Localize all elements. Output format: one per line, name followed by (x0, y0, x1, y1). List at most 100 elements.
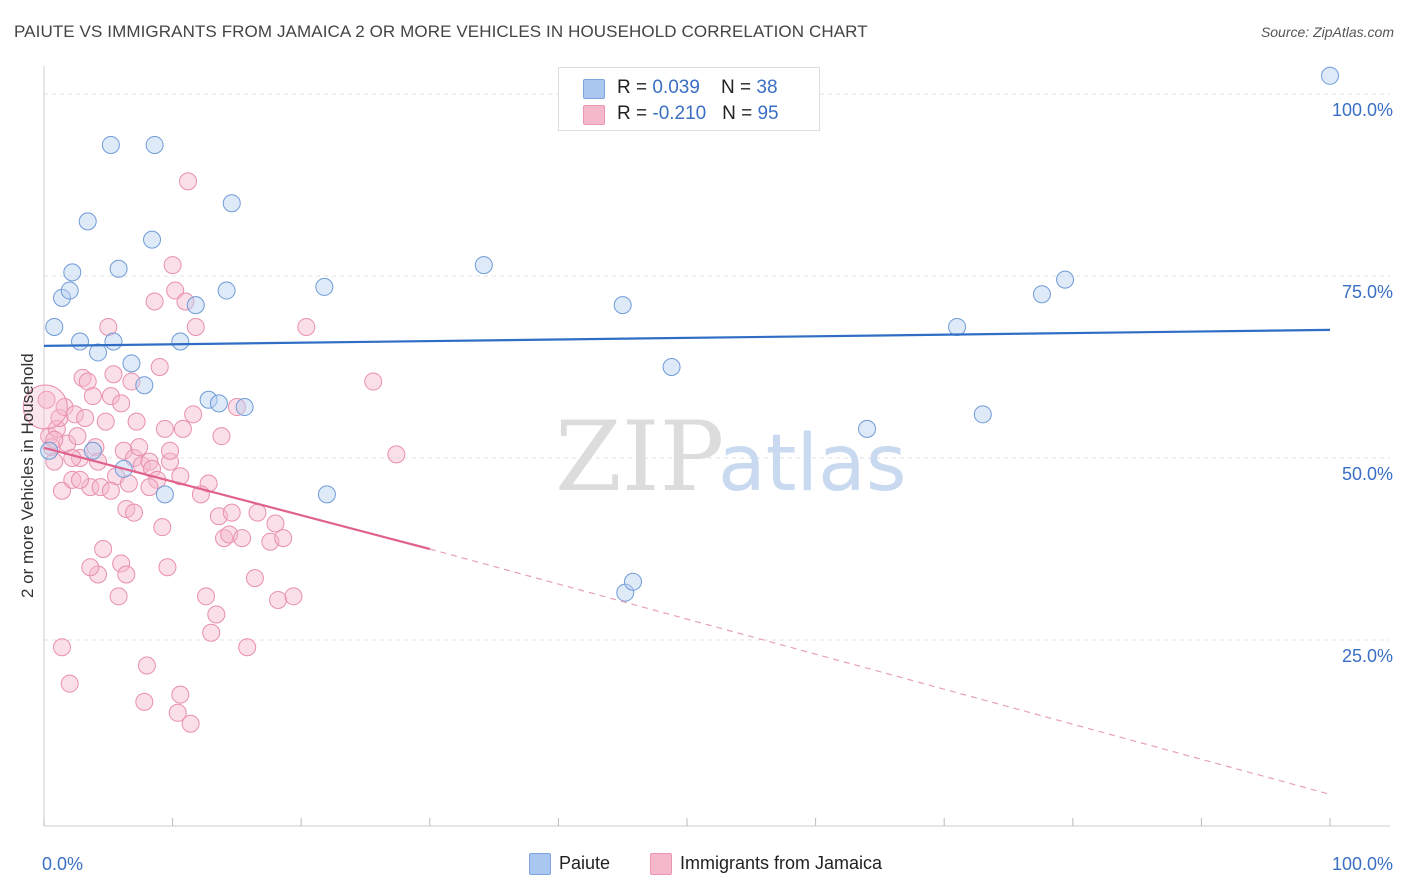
point-jamaica (284, 587, 303, 606)
point-paiute (858, 419, 877, 438)
point-jamaica (158, 558, 177, 577)
bottom-legend-swatch-paiute (529, 853, 551, 875)
point-jamaica (112, 394, 131, 413)
point-jamaica (176, 292, 195, 311)
x-tick-label: 100.0% (1332, 854, 1393, 874)
point-jamaica (173, 419, 192, 438)
point-paiute (199, 390, 218, 409)
point-paiute (155, 485, 174, 504)
point-paiute (104, 332, 123, 351)
y-tick-label: 100.0% (1332, 100, 1393, 120)
point-paiute (613, 296, 632, 315)
point-jamaica (248, 503, 267, 522)
point-jamaica (37, 390, 56, 409)
point-jamaica (109, 587, 128, 606)
point-jamaica (96, 412, 115, 431)
point-jamaica (179, 172, 198, 191)
stats-legend: R = 0.039 N = 38 R = -0.210 N = 95 (558, 67, 820, 131)
point-paiute (235, 398, 254, 417)
point-paiute (317, 485, 336, 504)
y-tick-label: 75.0% (1342, 282, 1393, 302)
bottom-legend-label-paiute: Paiute (559, 853, 611, 873)
point-paiute (143, 230, 162, 249)
y-tick-label: 25.0% (1342, 646, 1393, 666)
point-jamaica (114, 441, 133, 460)
point-jamaica (40, 427, 59, 446)
point-jamaica (60, 674, 79, 693)
point-jamaica (112, 554, 131, 573)
point-paiute (45, 317, 64, 336)
point-paiute (315, 277, 334, 296)
watermark: ZIP atlas (555, 401, 907, 513)
trend-lines (43, 328, 1331, 795)
bottom-legend-label-jamaica: Immigrants from Jamaica (680, 853, 883, 873)
point-jamaica (101, 387, 120, 406)
point-jamaica (387, 445, 406, 464)
point-paiute (78, 212, 97, 231)
point-jamaica (73, 368, 92, 387)
point-jamaica (143, 459, 162, 478)
point-jamaica (125, 503, 144, 522)
chart-title: PAIUTE VS IMMIGRANTS FROM JAMAICA 2 OR M… (14, 22, 868, 41)
point-jamaica (233, 529, 252, 548)
point-paiute (53, 288, 72, 307)
point-paiute (101, 135, 120, 154)
point-paiute (71, 332, 90, 351)
legend-swatch-jamaica (583, 105, 605, 125)
point-paiute (1056, 270, 1075, 289)
point-jamaica (104, 365, 123, 384)
point-jamaica (127, 412, 146, 431)
point-jamaica (150, 358, 169, 376)
point-jamaica (140, 452, 159, 471)
point-jamaica (137, 656, 156, 675)
point-jamaica (207, 605, 226, 624)
point-jamaica (45, 452, 64, 471)
point-jamaica (99, 317, 118, 336)
legend-text-paiute: R = 0.039 N = 38 (617, 77, 778, 98)
point-jamaica (68, 427, 87, 446)
legend-swatch-paiute (583, 79, 605, 99)
point-jamaica (245, 569, 264, 588)
y-axis-label: 2 or more Vehicles in Household (18, 353, 37, 598)
point-jamaica (181, 714, 200, 733)
point-jamaica (171, 685, 190, 704)
point-jamaica (202, 623, 221, 642)
point-paiute (89, 343, 108, 362)
point-jamaica (63, 470, 82, 489)
point-jamaica (184, 405, 203, 424)
point-jamaica-large (22, 384, 68, 430)
point-jamaica (63, 449, 82, 467)
point-jamaica (171, 467, 190, 486)
watermark-atlas: atlas (718, 419, 907, 509)
point-jamaica (222, 503, 241, 522)
point-jamaica (274, 529, 293, 548)
point-paiute (948, 317, 967, 336)
point-paiute (474, 256, 493, 275)
point-jamaica (130, 438, 149, 457)
legend-text-jamaica: R = -0.210 N = 95 (617, 103, 779, 124)
point-jamaica (163, 256, 182, 275)
series-paiute-points (40, 66, 1339, 602)
point-paiute (145, 135, 164, 154)
point-jamaica (55, 398, 74, 417)
point-paiute (63, 263, 82, 282)
tick-labels: 25.0% 50.0% 75.0% 100.0% 0.0% 100.0% (42, 100, 1393, 874)
point-jamaica (364, 372, 383, 391)
point-jamaica (71, 470, 90, 489)
point-jamaica (161, 441, 180, 460)
point-jamaica (83, 387, 102, 406)
point-jamaica (45, 430, 64, 449)
point-paiute (623, 572, 642, 591)
point-jamaica (50, 408, 69, 427)
point-paiute (60, 281, 79, 300)
point-paiute (209, 394, 228, 413)
point-paiute (217, 281, 236, 300)
point-paiute (171, 332, 190, 351)
series-jamaica-points (22, 172, 406, 733)
axes (43, 66, 1390, 827)
grid-lines (44, 93, 1390, 641)
point-jamaica (135, 692, 154, 711)
point-jamaica (78, 372, 97, 391)
point-jamaica (155, 419, 174, 438)
bottom-legend-swatch-jamaica (650, 853, 672, 875)
